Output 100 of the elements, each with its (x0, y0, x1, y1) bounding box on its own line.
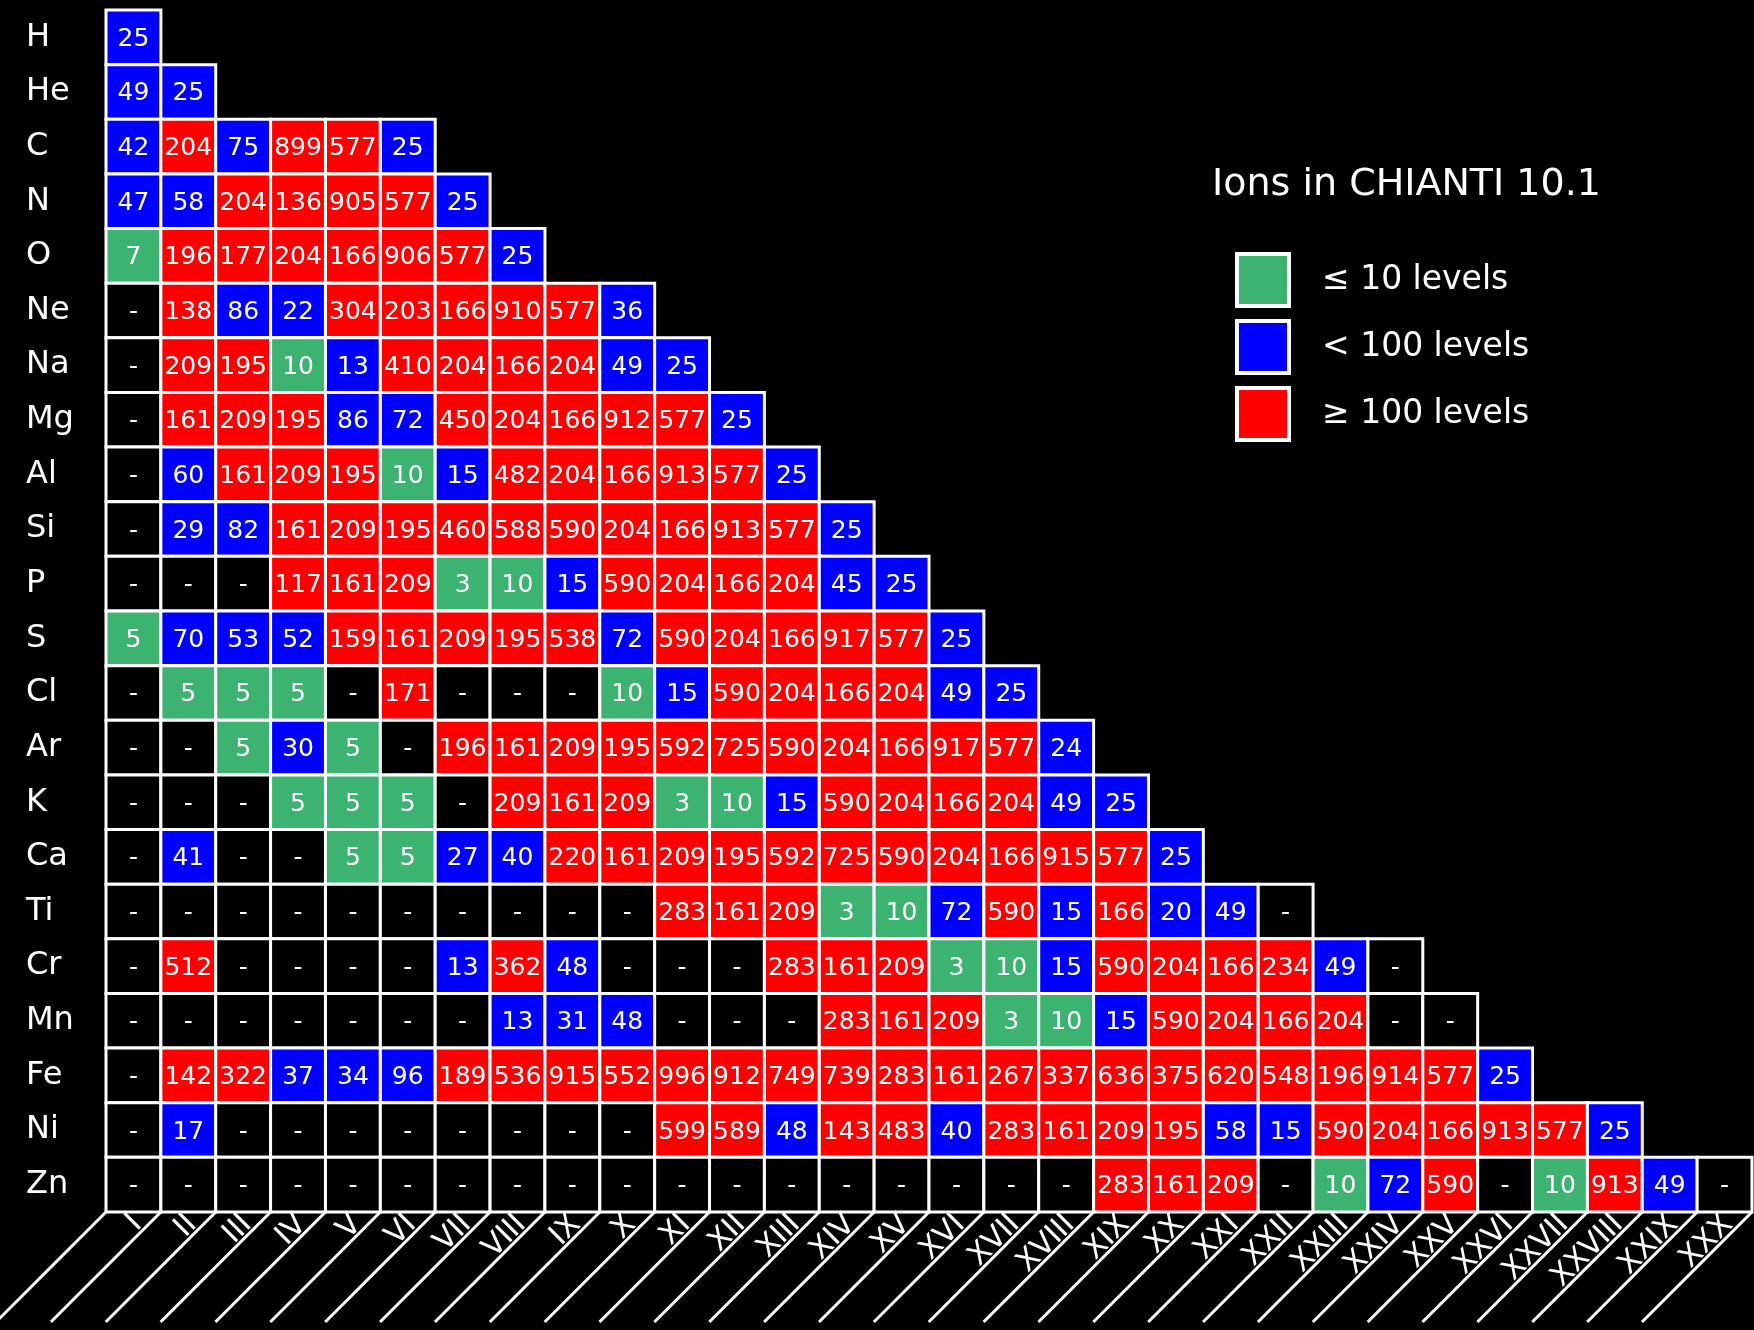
text: - (128, 405, 138, 435)
data-label: 538 (548, 623, 597, 653)
data-label: 460 (438, 514, 487, 544)
data-label: 86 (227, 296, 260, 325)
data-label: 536 (493, 1060, 542, 1090)
data-label: 196 (438, 733, 487, 763)
data-label: 25 (1105, 787, 1137, 817)
text: - (1281, 1170, 1291, 1200)
data-label: 25 (940, 623, 973, 653)
text: - (458, 678, 468, 708)
data-label: 161 (1152, 1170, 1200, 1200)
y-tick-label: Ca (26, 835, 68, 874)
data-label: 161 (383, 623, 432, 653)
text: - (128, 1060, 138, 1090)
data-label: 166 (713, 569, 761, 599)
data-label: 161 (713, 897, 761, 926)
text: - (348, 951, 358, 981)
data-label: 143 (822, 1115, 871, 1145)
data-label: 86 (336, 405, 369, 435)
data-label: 161 (603, 842, 652, 872)
y-tick-label: Mg (26, 398, 74, 437)
data-label: 196 (164, 241, 213, 271)
y-tick-label: Ti (25, 889, 54, 928)
data-label: 283 (987, 1115, 1036, 1145)
text: - (293, 1006, 303, 1036)
data-label: 25 (1598, 1115, 1631, 1145)
data-label: 82 (227, 514, 260, 544)
data-label: 161 (493, 733, 542, 763)
data-label: 599 (658, 1115, 706, 1145)
text: - (622, 897, 632, 926)
text: - (458, 1115, 468, 1145)
data-label: 17 (172, 1115, 205, 1145)
data-label: 10 (282, 350, 314, 380)
data-label: 362 (493, 951, 542, 981)
data-label: 577 (383, 186, 432, 216)
data-label: 204 (1206, 1006, 1255, 1036)
data-label: 25 (172, 77, 205, 107)
annotation: ≤ 10 levels (1322, 257, 1509, 297)
y-tick-label: Fe (26, 1053, 63, 1092)
data-label: 10 (1544, 1170, 1576, 1200)
data-label: 189 (438, 1060, 487, 1090)
text: - (293, 1115, 303, 1145)
data-label: 15 (1269, 1115, 1302, 1145)
text: - (567, 897, 577, 926)
text: - (293, 897, 303, 926)
x-tick-label: XIX (1075, 1205, 1136, 1266)
data-label: 577 (713, 459, 761, 489)
text: Ions in CHIANTI 10.1 (1212, 159, 1601, 204)
data-label: 3 (1003, 1006, 1020, 1036)
data-label: 234 (1261, 951, 1310, 981)
data-label: 548 (1261, 1060, 1310, 1090)
y-tick-label: Mn (26, 999, 74, 1038)
data-label: 13 (446, 951, 479, 981)
text: - (951, 1170, 961, 1200)
data-label: 204 (493, 405, 542, 435)
data-label: 209 (1206, 1170, 1255, 1200)
data-label: 49 (1653, 1170, 1686, 1200)
data-label: 209 (603, 787, 652, 817)
y-tick-label: Si (26, 507, 56, 546)
data-label: 166 (767, 623, 816, 653)
data-label: 195 (329, 459, 377, 489)
x-tick-label: XI (651, 1205, 697, 1252)
data-label: 577 (767, 514, 816, 544)
data-label: 166 (438, 296, 487, 325)
data-label: 195 (219, 350, 268, 380)
data-label: 166 (822, 678, 871, 708)
text: - (1500, 1170, 1510, 1200)
data-label: 204 (1371, 1115, 1420, 1145)
text: - (183, 787, 193, 817)
data-label: 204 (548, 350, 597, 380)
text: - (787, 1170, 797, 1200)
data-label: 58 (1214, 1115, 1247, 1145)
data-label: 34 (336, 1060, 369, 1090)
text: - (403, 1170, 413, 1200)
data-label: 161 (329, 569, 377, 599)
data-label: 10 (611, 678, 644, 708)
data-label: 915 (1042, 842, 1091, 872)
text: - (238, 787, 248, 817)
data-label: 166 (329, 241, 377, 271)
text: - (348, 1115, 358, 1145)
data-label: 592 (658, 733, 706, 763)
text: - (293, 1170, 303, 1200)
text: - (128, 1170, 138, 1200)
data-label: 590 (1097, 951, 1145, 981)
data-label: 204 (438, 350, 487, 380)
text: - (458, 897, 468, 926)
data-label: 337 (1042, 1060, 1091, 1090)
data-label: 905 (329, 186, 377, 216)
data-label: 590 (603, 569, 652, 599)
data-label: 577 (987, 733, 1036, 763)
data-label: 72 (611, 623, 644, 653)
data-label: 27 (446, 842, 479, 872)
data-label: 166 (932, 787, 981, 817)
data-label: 590 (767, 733, 816, 763)
y-tick-label: Ni (26, 1108, 59, 1147)
data-label: 25 (117, 22, 150, 52)
data-label: 166 (1097, 897, 1145, 926)
data-label: 53 (227, 623, 260, 653)
data-label: 49 (940, 678, 973, 708)
data-label: 41 (172, 842, 205, 872)
